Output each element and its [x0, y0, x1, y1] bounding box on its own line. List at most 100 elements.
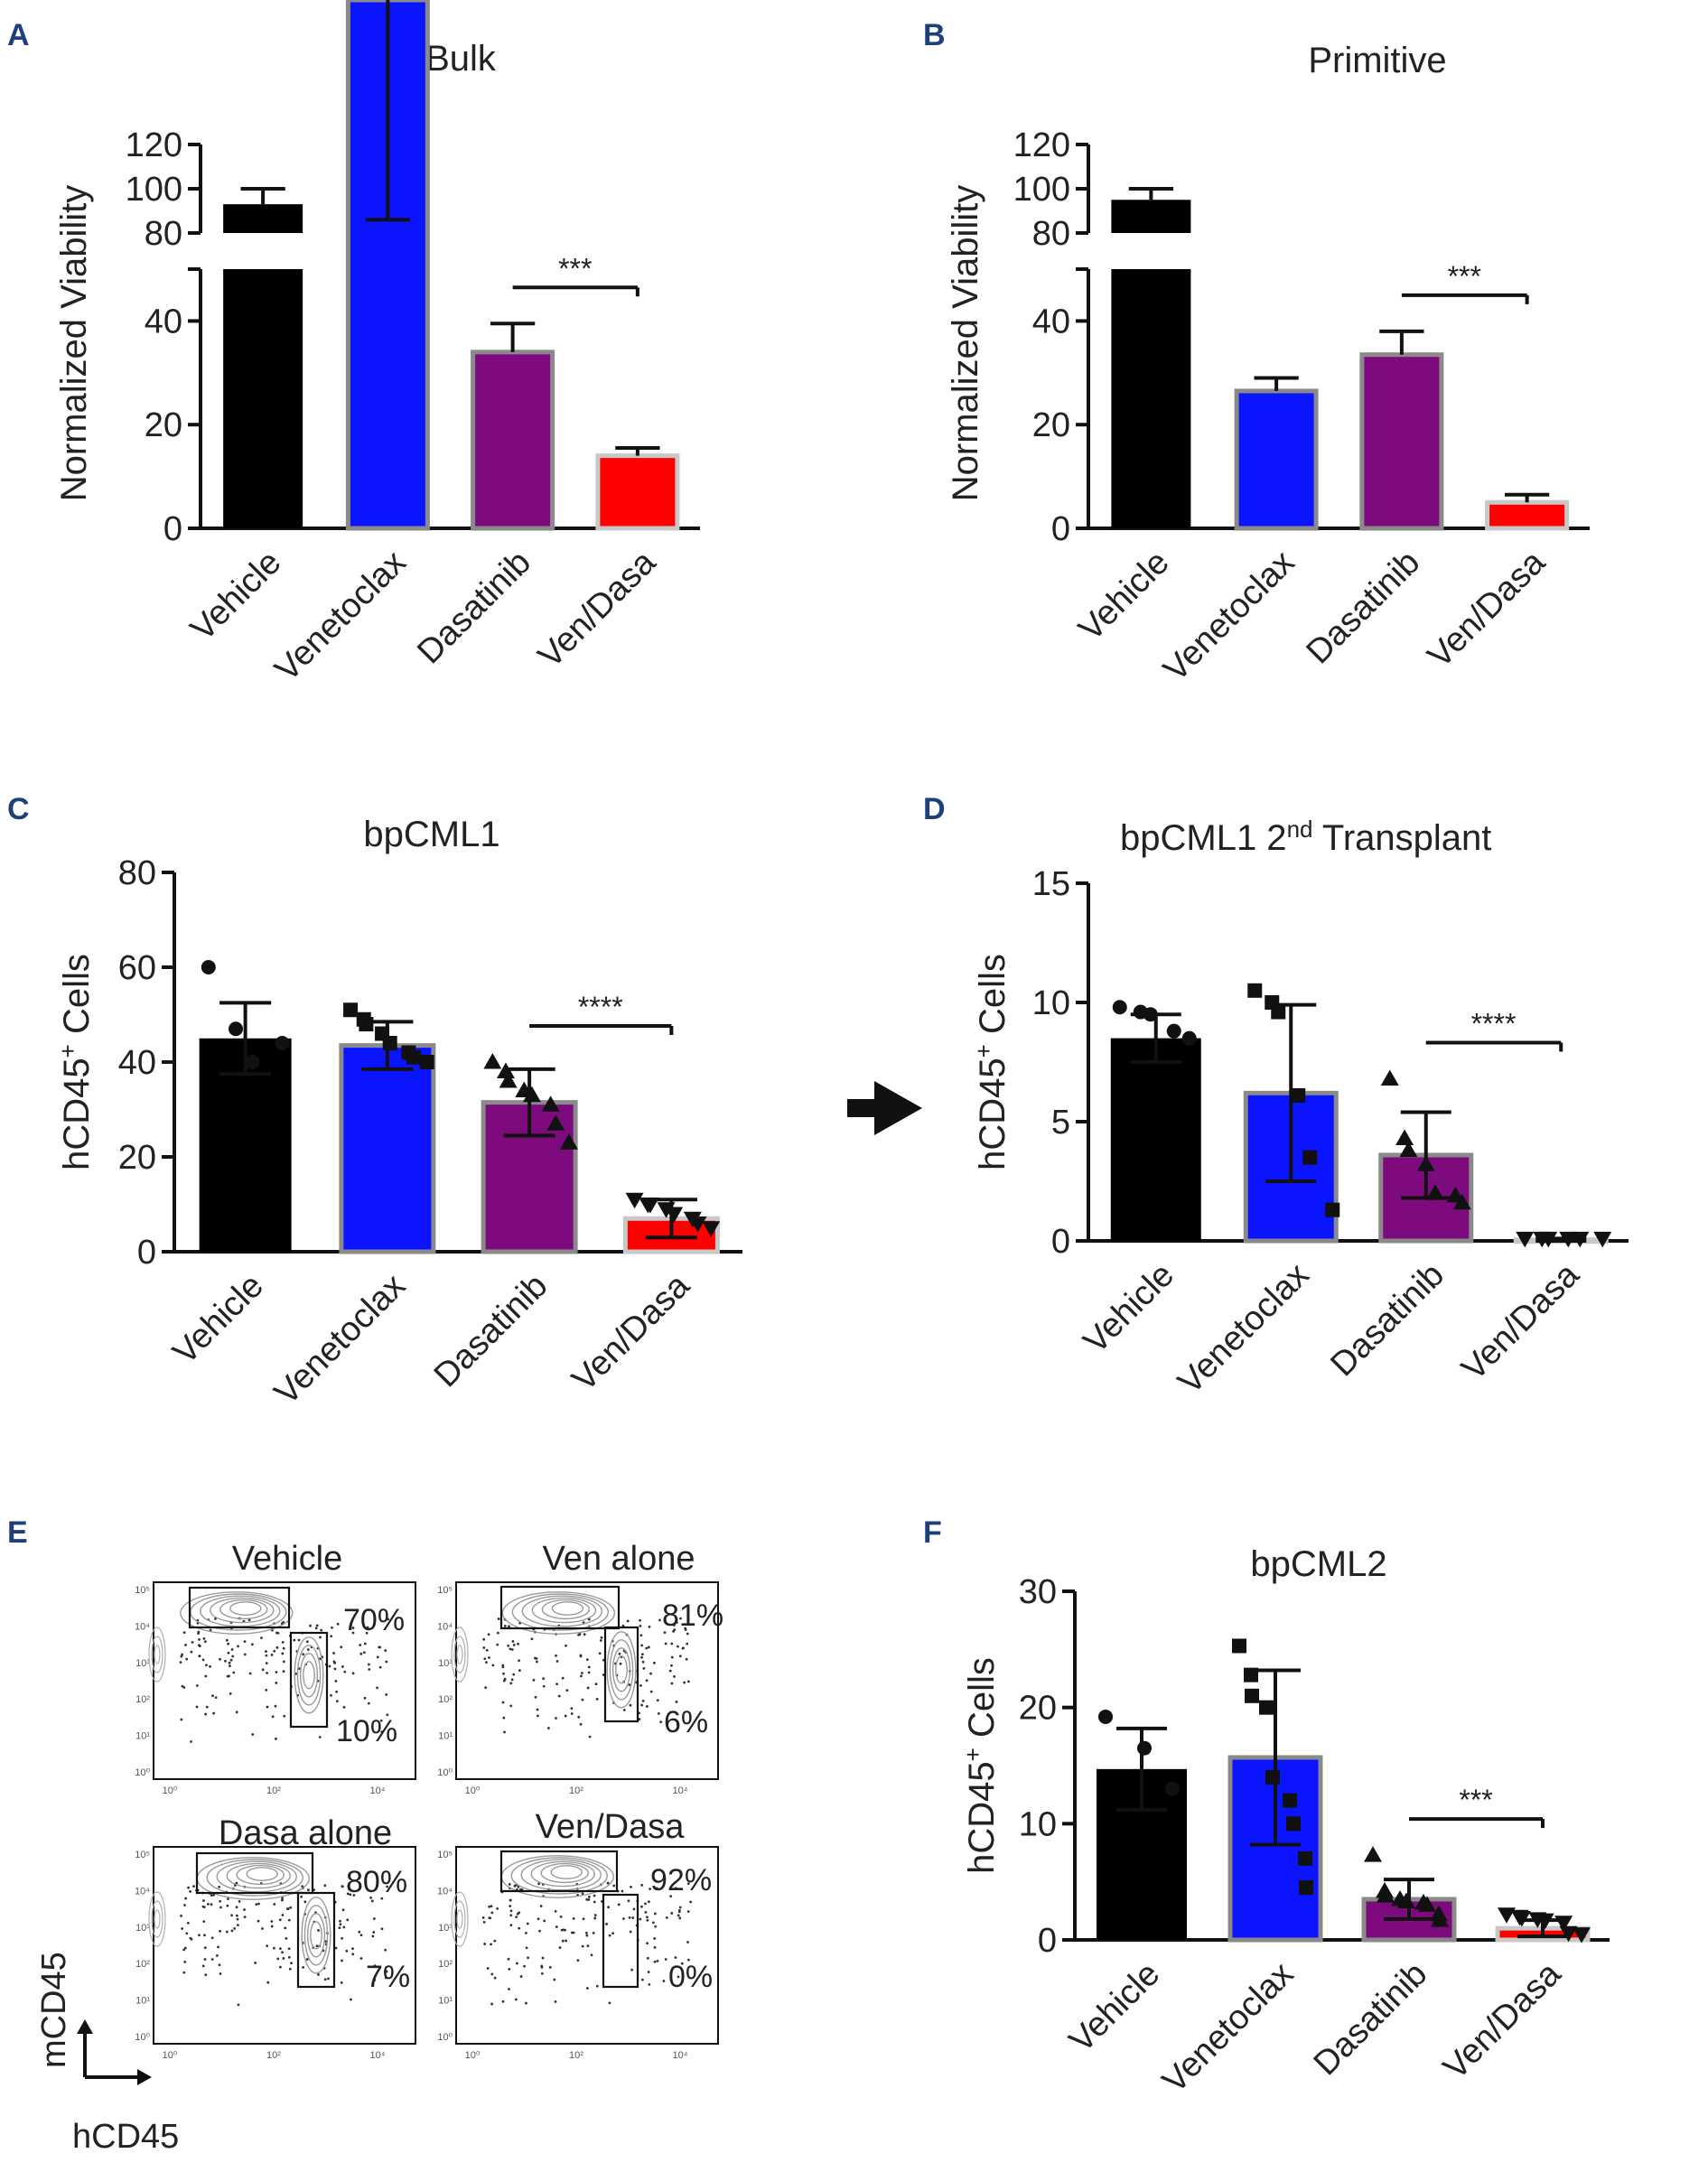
event-dot — [297, 1638, 301, 1642]
event-dot — [248, 1672, 252, 1675]
gate-human-cells — [296, 1891, 336, 1989]
y-axis-title: hCD45+ Cells — [970, 954, 1013, 1170]
event-dot — [228, 1661, 231, 1664]
gate-human-cells — [603, 1626, 639, 1723]
event-dot — [219, 1906, 222, 1909]
event-dot — [546, 1727, 550, 1729]
event-dot — [537, 1917, 540, 1921]
fc-y-tick-label: 10⁴ — [437, 1886, 453, 1897]
y-tick-label: 80 — [145, 215, 182, 253]
fc-x-tick-label: 10⁰ — [465, 1785, 481, 1796]
y-tick-label: 30 — [1019, 1573, 1057, 1611]
event-dot — [656, 1959, 659, 1962]
chart-title: Primitive — [1308, 41, 1446, 80]
event-dot — [485, 1661, 488, 1664]
event-dot — [209, 1628, 212, 1632]
y-tick-label: 20 — [1019, 1690, 1057, 1728]
event-dot — [235, 1906, 238, 1909]
data-point — [1302, 1150, 1318, 1165]
event-dot — [214, 1696, 218, 1700]
event-dot — [351, 1627, 355, 1629]
event-dot — [570, 1707, 574, 1711]
fc-x-axis-label: hCD45 — [72, 2118, 179, 2156]
event-dot — [554, 1910, 557, 1913]
event-dot — [203, 1946, 207, 1950]
panel-label-c: C — [7, 792, 30, 826]
event-dot — [503, 1730, 506, 1734]
data-point — [1395, 1129, 1414, 1145]
data-point — [1283, 1793, 1297, 1808]
bar — [339, 1043, 436, 1254]
event-dot — [486, 1967, 490, 1970]
contour-line — [451, 1891, 469, 1947]
event-dot — [662, 1980, 666, 1982]
event-dot — [518, 1911, 521, 1915]
contour-line — [451, 1627, 469, 1683]
x-category-label: Ven/Dasa — [531, 543, 664, 676]
data-point — [625, 1192, 644, 1209]
event-dot — [229, 1692, 232, 1695]
event-dot — [515, 1962, 518, 1965]
data-point — [1299, 1880, 1313, 1896]
data-point — [1559, 1925, 1578, 1943]
event-dot — [288, 1967, 292, 1971]
event-dot — [678, 1906, 682, 1909]
event-dot — [270, 1654, 274, 1656]
event-dot — [593, 1916, 597, 1920]
event-dot — [384, 1649, 387, 1652]
event-dot — [352, 1894, 356, 1897]
fc-y-tick-label: 10³ — [135, 1658, 150, 1669]
data-point — [1573, 1927, 1591, 1944]
event-dot — [197, 1630, 201, 1634]
event-dot — [230, 1929, 234, 1933]
event-dot — [508, 1625, 510, 1628]
event-dot — [206, 1902, 210, 1906]
event-dot — [605, 1923, 608, 1925]
event-dot — [341, 1908, 345, 1912]
event-dot — [341, 1665, 344, 1668]
event-dot — [593, 1914, 597, 1916]
event-dot — [210, 1936, 214, 1940]
event-dot — [485, 1648, 489, 1652]
data-point — [541, 1095, 560, 1112]
event-dot — [371, 1934, 375, 1938]
bar-upper — [1111, 200, 1191, 233]
event-dot — [324, 1940, 328, 1944]
chart-title-main: bpCML1 2 — [1120, 818, 1287, 858]
event-dot — [341, 1959, 343, 1962]
fc-x-tick-label: 10² — [569, 1785, 583, 1796]
bar — [1111, 269, 1191, 528]
event-dot — [373, 1964, 377, 1967]
data-point — [1165, 1781, 1180, 1796]
data-point — [1416, 1155, 1435, 1172]
event-dot — [204, 1640, 207, 1644]
event-dot — [315, 1624, 319, 1627]
event-dot — [523, 1964, 526, 1968]
event-dot — [532, 1678, 536, 1682]
contour-line — [306, 1913, 326, 1958]
event-dot — [508, 1968, 511, 1971]
event-dot — [348, 1888, 351, 1891]
event-dot — [649, 1672, 652, 1675]
event-dot — [640, 1653, 644, 1656]
fc-pct-lower-vehicle: 10% — [336, 1714, 397, 1748]
data-point — [1539, 1231, 1558, 1248]
event-dot — [572, 1931, 575, 1934]
event-dot — [555, 1717, 557, 1720]
event-dot — [231, 1655, 235, 1658]
fc-pct-upper-ven-dasa: 92% — [650, 1863, 712, 1897]
event-dot — [580, 1674, 583, 1678]
y-tick-label: 10 — [1032, 984, 1070, 1022]
event-dot — [384, 1976, 387, 1980]
data-point — [1364, 1846, 1382, 1862]
chart-primitive: Primitive Normalized Viability 0 20 40 80 100 1… — [946, 41, 1590, 689]
event-dot — [648, 1900, 650, 1904]
event-dot — [553, 1978, 556, 1981]
event-dot — [579, 1722, 583, 1726]
event-dot — [587, 1898, 591, 1901]
event-dot — [203, 1934, 206, 1937]
event-dot — [183, 1946, 187, 1950]
event-dot — [180, 1718, 183, 1721]
event-dot — [189, 1936, 192, 1940]
event-dot — [618, 1652, 621, 1655]
